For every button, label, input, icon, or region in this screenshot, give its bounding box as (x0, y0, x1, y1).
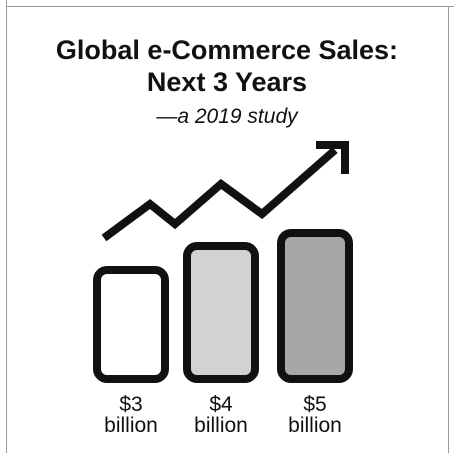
bar-value-label-2: $4 (209, 393, 233, 416)
chart-title-line2: Next 3 Years (146, 67, 308, 97)
bar-value-label-3: $5 (303, 393, 327, 416)
trend-line (101, 146, 338, 242)
bars-group (93, 229, 353, 383)
frame-top-border (6, 6, 454, 7)
frame-right-border (448, 6, 449, 453)
bar-value-label-1: $3 (119, 393, 143, 416)
bar-3 (277, 229, 353, 383)
bar-unit-label-3: billion (288, 414, 342, 437)
bar-unit-label-1: billion (104, 414, 158, 437)
bar-unit-label-2: billion (194, 414, 248, 437)
frame-left-border (6, 0, 7, 453)
bar-2 (183, 242, 259, 383)
chart-title: Global e-Commerce Sales: (55, 35, 399, 65)
trend-up-arrow-icon (101, 141, 349, 242)
bar-1 (93, 266, 169, 383)
trend-arrowhead (316, 141, 349, 174)
chart-subtitle: —a 2019 study (156, 105, 298, 128)
